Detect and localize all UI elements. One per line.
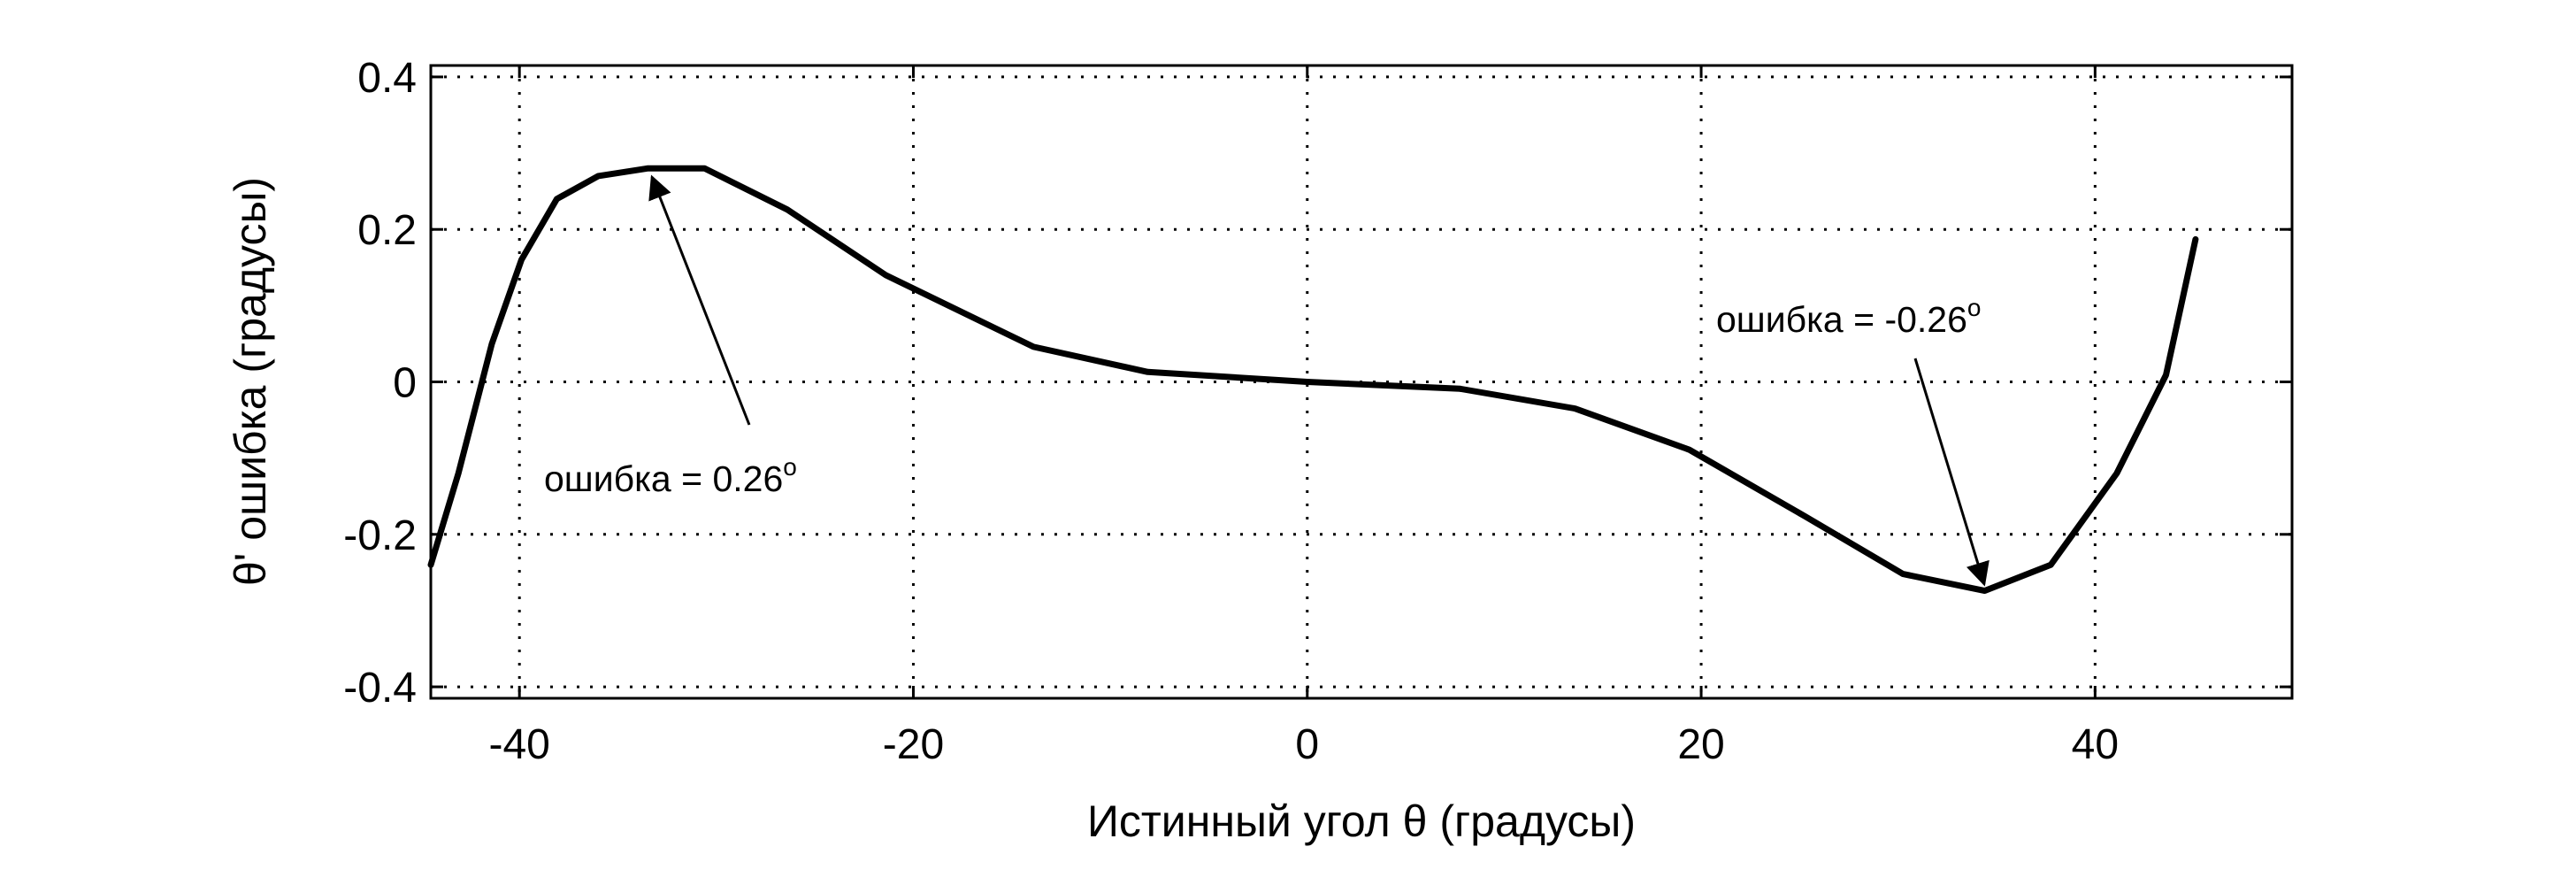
annotation: ошибка = 0.26o — [544, 174, 797, 499]
annotation-arrow — [1913, 358, 1990, 587]
x-tick-label: -40 — [489, 721, 550, 768]
annotation-label: ошибка = 0.26 — [544, 458, 783, 499]
x-tick-label: 40 — [2072, 721, 2119, 768]
annotation-degree: o — [783, 453, 797, 481]
annotation-arrow — [648, 174, 751, 426]
y-tick-label: 0.2 — [357, 207, 417, 254]
y-tick-label: -0.4 — [343, 665, 417, 712]
y-tick-label: 0.4 — [357, 55, 417, 102]
annotation-text: ошибка = 0.26o — [544, 453, 797, 499]
x-tick-label: 20 — [1677, 721, 1724, 768]
y-axis-label: θ' ошибка (градусы) — [226, 177, 275, 586]
annotation: ошибка = -0.26o — [1716, 294, 1990, 587]
x-tick-label: 0 — [1295, 721, 1319, 768]
annotation-label: ошибка = -0.26 — [1716, 299, 1967, 340]
y-tick-label: 0 — [393, 360, 417, 407]
x-tick-label: -20 — [883, 721, 944, 768]
plot — [427, 165, 2199, 595]
annotation-degree: o — [1967, 294, 1982, 321]
x-axis-label: Истинный угол θ (градусы) — [1087, 796, 1636, 846]
y-tick-label: -0.2 — [343, 512, 417, 559]
data-line — [427, 165, 2199, 595]
annotation-text: ошибка = -0.26o — [1716, 294, 1981, 340]
axes-frame — [429, 64, 2294, 700]
